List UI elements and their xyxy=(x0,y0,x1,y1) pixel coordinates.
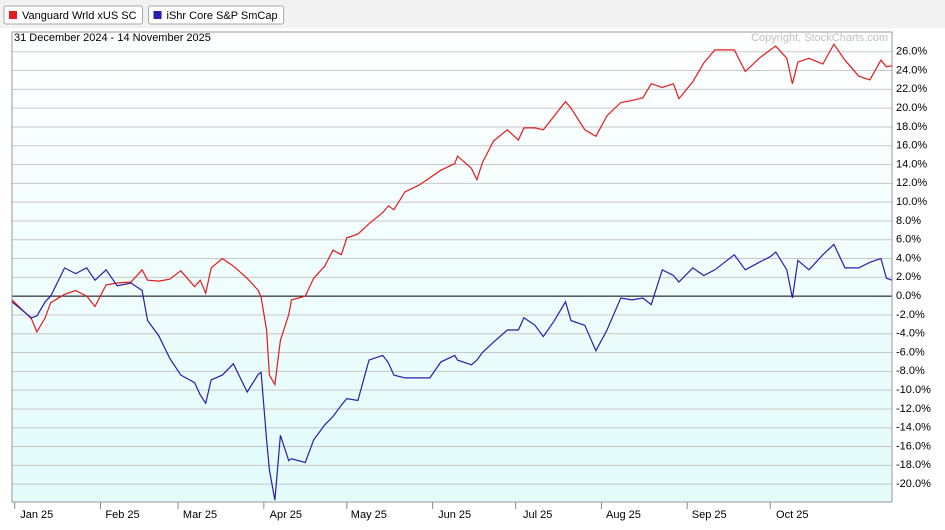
y-tick-label: 4.0% xyxy=(896,252,921,264)
series-line xyxy=(11,43,893,387)
y-tick-label: 2.0% xyxy=(896,271,921,283)
plot-frame xyxy=(11,31,893,503)
y-tick-label: -20.0% xyxy=(896,478,931,490)
legend-label: Vanguard Wrld xUS SC xyxy=(22,10,137,22)
x-tick-label: Sep 25 xyxy=(692,509,727,521)
legend-swatch xyxy=(153,11,162,19)
x-tick-label: Feb 25 xyxy=(105,509,139,521)
y-tick-label: -12.0% xyxy=(896,403,931,415)
x-tick-label: Apr 25 xyxy=(270,509,302,521)
x-tick-label: May 25 xyxy=(351,509,387,521)
legend-label: iShr Core S&P SmCap xyxy=(167,10,278,22)
x-tick-label: Mar 25 xyxy=(183,509,217,521)
x-tick-label: Jan 25 xyxy=(20,509,53,521)
y-tick-label: -8.0% xyxy=(896,365,925,377)
y-tick-label: 18.0% xyxy=(896,121,927,133)
y-tick-label: -4.0% xyxy=(896,328,925,340)
legend-swatch xyxy=(9,11,17,19)
y-tick-label: -2.0% xyxy=(896,309,925,321)
y-tick-label: -16.0% xyxy=(896,440,931,452)
y-tick-label: 10.0% xyxy=(896,196,927,208)
y-tick-label: 0.0% xyxy=(896,290,921,302)
plot-area xyxy=(12,32,892,502)
y-tick-label: 16.0% xyxy=(896,140,927,152)
x-tick-label: Aug 25 xyxy=(606,509,641,521)
y-tick-label: 12.0% xyxy=(896,177,927,189)
x-tick-label: Jul 25 xyxy=(523,509,552,521)
y-tick-label: 24.0% xyxy=(896,64,927,76)
y-tick-label: -10.0% xyxy=(896,384,931,396)
y-tick-label: -6.0% xyxy=(896,346,925,358)
y-tick-label: 6.0% xyxy=(896,234,921,246)
y-tick-label: 20.0% xyxy=(896,102,927,114)
x-tick-label: Oct 25 xyxy=(776,509,808,521)
y-tick-label: 26.0% xyxy=(896,46,927,58)
y-tick-label: 22.0% xyxy=(896,83,927,95)
legend-box xyxy=(148,5,285,25)
series-line xyxy=(11,243,893,501)
legend-box xyxy=(3,5,144,25)
x-tick-label: Jun 25 xyxy=(438,509,471,521)
y-tick-label: -14.0% xyxy=(896,422,931,434)
copyright: Copyright, StockCharts.com xyxy=(751,32,888,44)
subtitle: 31 December 2024 - 14 November 2025 xyxy=(14,32,211,44)
y-tick-label: 14.0% xyxy=(896,158,927,170)
y-tick-label: 8.0% xyxy=(896,215,921,227)
y-tick-label: -18.0% xyxy=(896,459,931,471)
